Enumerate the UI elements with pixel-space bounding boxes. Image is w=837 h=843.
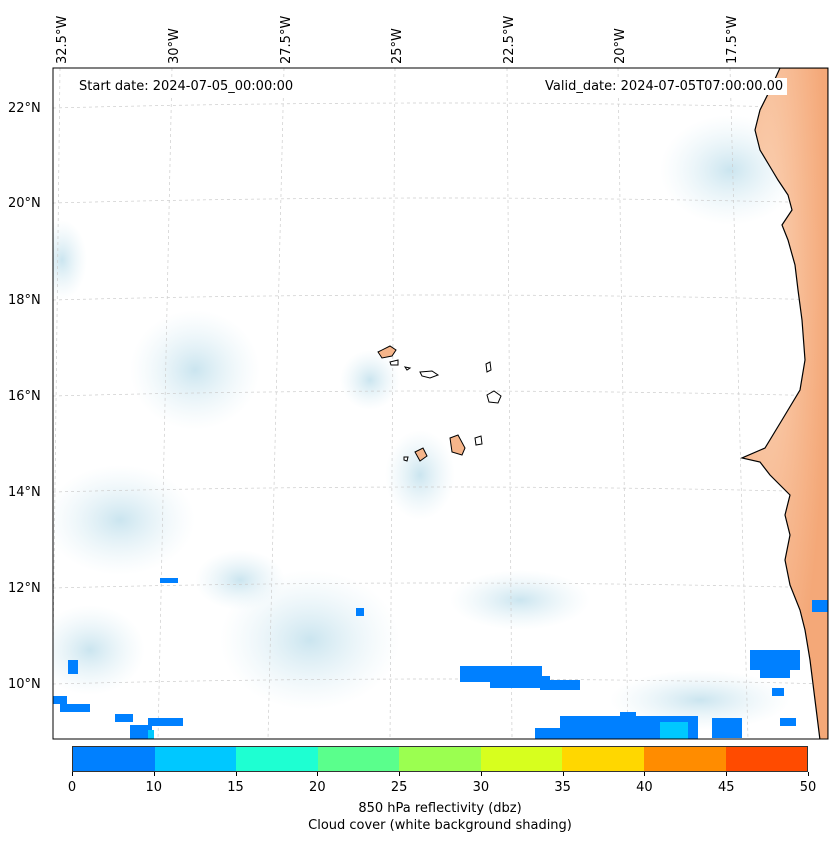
africa-landmass bbox=[740, 68, 828, 739]
colorbar-tick bbox=[399, 772, 401, 776]
lon-label: 27.5°W bbox=[279, 16, 294, 64]
lat-label: 14°N bbox=[8, 485, 41, 500]
colorbar-tick-label: 50 bbox=[799, 780, 817, 795]
map-frame bbox=[52, 67, 829, 740]
colorbar-segment bbox=[154, 747, 237, 771]
colorbar-tick-label: 0 bbox=[67, 780, 77, 795]
map-gridlines bbox=[53, 68, 828, 739]
colorbar-label: 850 hPa reflectivity (dbz) bbox=[358, 801, 522, 816]
cloud-cover-shading bbox=[53, 115, 800, 730]
colorbar-tick bbox=[480, 772, 482, 776]
lon-label: 25°W bbox=[390, 28, 405, 64]
colorbar-tick bbox=[726, 772, 728, 776]
lat-label: 16°N bbox=[8, 389, 41, 404]
colorbar-tick-label: 20 bbox=[309, 780, 326, 795]
colorbar-tick-label: 25 bbox=[390, 780, 408, 795]
lat-label: 18°N bbox=[8, 293, 41, 308]
lon-label: 20°W bbox=[613, 28, 628, 64]
colorbar-segment bbox=[73, 747, 155, 771]
colorbar-tick bbox=[317, 772, 319, 776]
map-area bbox=[53, 68, 828, 739]
colorbar-segment bbox=[236, 747, 318, 771]
colorbar-segment bbox=[480, 747, 563, 771]
start-date-label: Start date: 2024-07-05_00:00:00 bbox=[75, 78, 298, 95]
colorbar-tick-label: 10 bbox=[145, 780, 163, 795]
colorbar-tick bbox=[72, 772, 73, 776]
colorbar-segment bbox=[399, 747, 481, 771]
longitude-labels: 32.5°W 30°W 27.5°W 25°W 22.5°W 20°W 17.5… bbox=[55, 16, 740, 64]
colorbar-tick bbox=[562, 772, 564, 776]
lon-label: 22.5°W bbox=[502, 16, 517, 64]
colorbar-ticks: 0 10 15 20 25 30 35 40 45 50 bbox=[68, 772, 816, 800]
reflectivity-patches-light bbox=[148, 722, 688, 739]
colorbar-segment bbox=[317, 747, 400, 771]
lon-label: 32.5°W bbox=[55, 16, 70, 64]
colorbar-tick-label: 40 bbox=[636, 780, 653, 795]
colorbar-tick bbox=[808, 772, 809, 776]
lon-label: 30°W bbox=[167, 28, 182, 64]
colorbar-caption: Cloud cover (white background shading) bbox=[308, 818, 572, 833]
colorbar-tick-label: 45 bbox=[717, 780, 735, 795]
lat-label: 12°N bbox=[8, 581, 41, 596]
colorbar bbox=[72, 746, 808, 772]
colorbar-segment bbox=[643, 747, 726, 771]
colorbar-tick bbox=[235, 772, 237, 776]
colorbar-tick-label: 35 bbox=[554, 780, 571, 795]
colorbar-tick-label: 30 bbox=[472, 780, 490, 795]
latitude-labels: 22°N 20°N 18°N 16°N 14°N 12°N 10°N bbox=[8, 101, 41, 692]
colorbar-tick bbox=[644, 772, 646, 776]
cape-verde-islands bbox=[377, 345, 502, 462]
colorbar-segment bbox=[562, 747, 644, 771]
lat-label: 20°N bbox=[8, 196, 41, 211]
colorbar-tick bbox=[153, 772, 155, 776]
colorbar-segment bbox=[725, 747, 808, 771]
valid-date-label: Valid_date: 2024-07-05T07:00:00.00 bbox=[541, 78, 788, 95]
lon-label: 17.5°W bbox=[725, 16, 740, 64]
colorbar-tick-label: 15 bbox=[227, 780, 244, 795]
lat-label: 10°N bbox=[8, 677, 41, 692]
lat-label: 22°N bbox=[8, 101, 41, 116]
